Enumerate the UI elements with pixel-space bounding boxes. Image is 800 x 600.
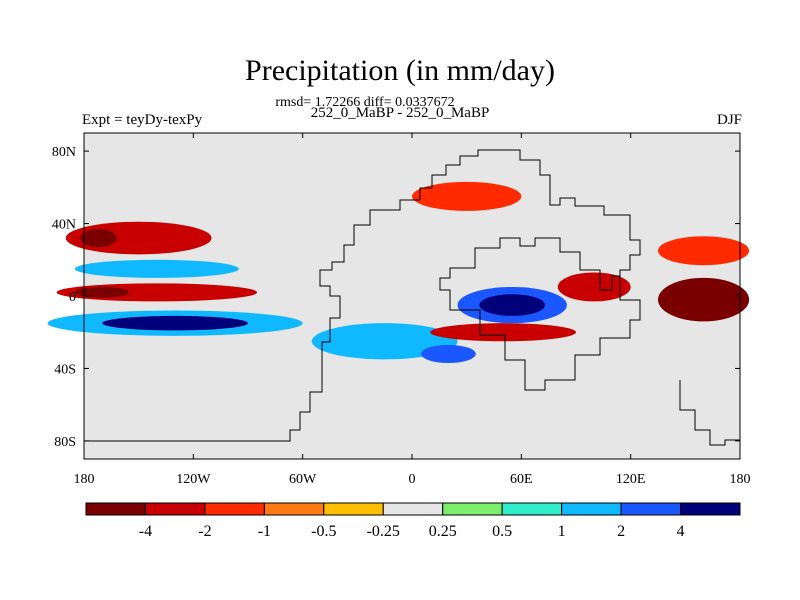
- colorbar-box: [501, 502, 563, 516]
- colorbar-box: [144, 502, 206, 516]
- region-n-pacific-dry-core: [80, 228, 117, 248]
- x-tick-label: 0: [409, 472, 416, 487]
- colorbar-box: [263, 502, 325, 516]
- y-tick-label: 40N: [52, 218, 76, 233]
- experiment-label: Expt = teyDy-texPy: [82, 112, 203, 128]
- colorbar-box: [323, 502, 384, 516]
- region-eq-pacific-dry-core: [74, 286, 130, 298]
- colorbar-box: [680, 502, 741, 516]
- region-indian-ocean-wet-core: [479, 294, 546, 316]
- x-tick-label: 60W: [289, 472, 317, 487]
- colorbar-label: -0.25: [367, 523, 400, 540]
- region-s-atlantic-wet-core: [421, 344, 476, 364]
- colorbar-box: [382, 502, 444, 516]
- colorbar-label: 0.25: [429, 523, 457, 540]
- season-label: DJF: [716, 112, 742, 128]
- colorbar-label: 4: [677, 523, 685, 540]
- colorbar-label: -1: [258, 523, 271, 540]
- region-n-africa-dry: [412, 181, 522, 211]
- region-w-pacific-dry: [658, 277, 750, 322]
- x-tick-label: 120W: [176, 472, 211, 487]
- coastline: [84, 149, 641, 442]
- chart-subtitle: 252_0_MaBP - 252_0_MaBP: [310, 105, 490, 121]
- y-tick-label: 80S: [54, 435, 76, 450]
- y-tick-label: 40S: [54, 362, 76, 377]
- colorbar-label: -4: [139, 523, 152, 540]
- colorbar-label: -0.5: [311, 523, 336, 540]
- colorbar-box: [561, 502, 622, 516]
- colorbar: -4 -2 -1 -0.5 -0.25 0.25 0.5 1 2 4: [85, 502, 741, 540]
- y-axis: 80N 40N 0 40S 80S: [52, 145, 740, 450]
- colorbar-label: 0.5: [492, 523, 512, 540]
- x-tick-label: 180: [730, 472, 751, 487]
- y-tick-label: 0: [69, 290, 76, 305]
- colorbar-label: 1: [558, 523, 566, 540]
- y-tick-label: 80N: [52, 145, 76, 160]
- colorbar-box: [442, 502, 503, 516]
- region-n-pacific-wet-band: [74, 259, 239, 278]
- colorbar-box: [620, 502, 682, 516]
- region-nw-pacific-dry: [658, 236, 750, 266]
- x-axis: 180 120W 60W 0 60E 120E 180: [74, 133, 751, 487]
- chart-title: Precipitation (in mm/day): [245, 54, 555, 87]
- x-tick-label: 60E: [510, 472, 533, 487]
- x-tick-label: 180: [74, 472, 95, 487]
- coastline-segment: [679, 380, 740, 446]
- colorbar-label: -2: [198, 523, 211, 540]
- region-s-pacific-wet-core: [102, 315, 248, 331]
- colorbar-box: [85, 502, 146, 516]
- region-s-indian-dry: [430, 323, 576, 342]
- stats-text: rmsd= 1.72266 diff= 0.0337672: [275, 95, 455, 110]
- colorbar-box: [204, 502, 265, 516]
- x-tick-label: 120E: [616, 472, 646, 487]
- anomaly-regions: [47, 181, 750, 364]
- region-s-atlantic-wet-band: [311, 323, 458, 360]
- colorbar-label: 2: [617, 523, 625, 540]
